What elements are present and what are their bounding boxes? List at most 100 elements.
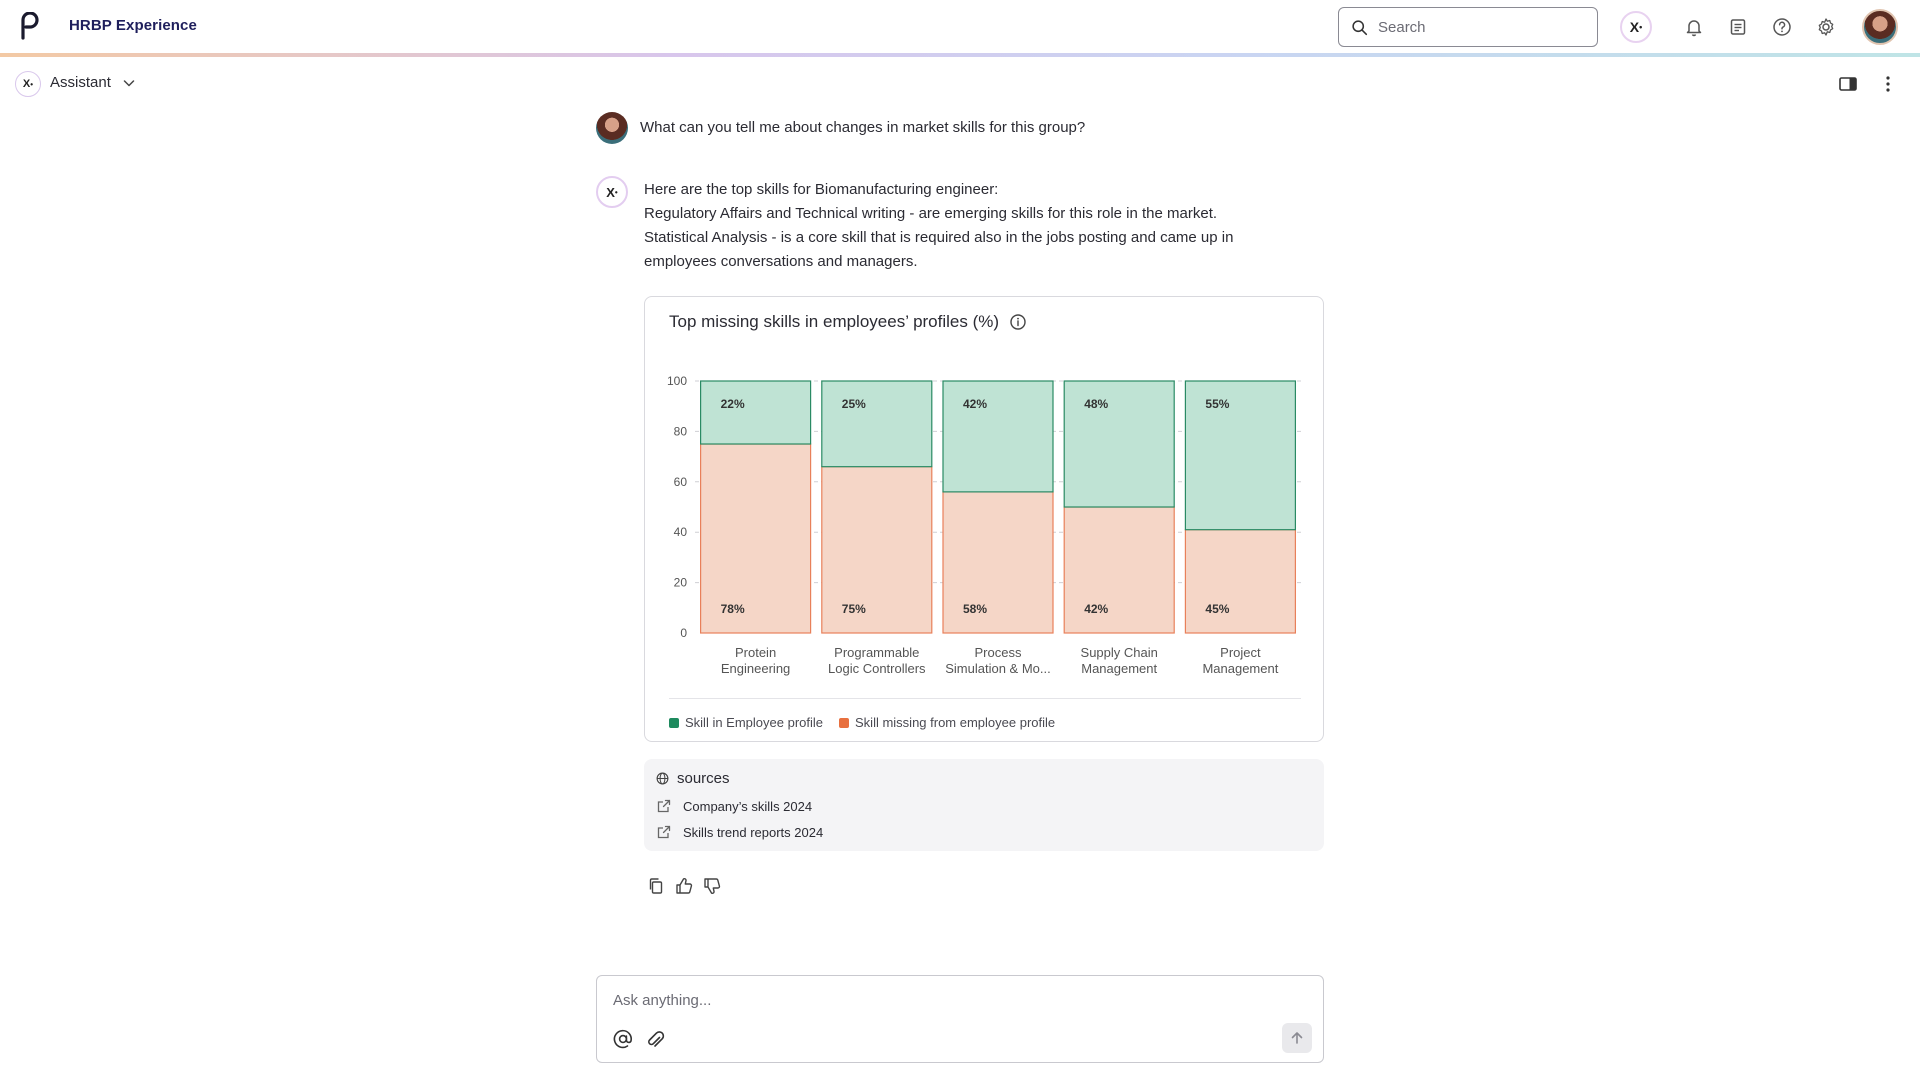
chart-legend: Skill in Employee profile Skill missing … [669, 715, 1071, 730]
bar-segment-missing [1063, 506, 1175, 634]
y-tick-label: 100 [667, 374, 687, 388]
info-icon[interactable] [1009, 313, 1027, 331]
user-message-avatar [596, 112, 628, 144]
x-tick-label: Logic Controllers [828, 661, 926, 676]
data-label: 25% [842, 397, 866, 411]
x-tick-label: Protein [735, 645, 776, 660]
bar-segment-in-profile [942, 380, 1054, 493]
source-link-label[interactable]: Company’s skills 2024 [683, 798, 813, 814]
external-link-icon [657, 799, 671, 813]
side-panel-toggle-icon[interactable] [1838, 74, 1858, 94]
thumbs-down-button[interactable] [702, 876, 722, 896]
user-message: What can you tell me about changes in ma… [640, 119, 1086, 136]
data-label: 22% [721, 397, 745, 411]
x-tick-label: Management [1081, 661, 1157, 676]
y-tick-label: 0 [680, 626, 687, 640]
chart-card: Top missing skills in employees’ profile… [644, 296, 1324, 742]
document-icon [1730, 19, 1746, 35]
bar-segment-missing [942, 491, 1054, 634]
bar-segment-missing [1184, 529, 1297, 634]
source-link[interactable]: Company’s skills 2024 [656, 798, 812, 814]
assistant-message-line: Statistical Analysis - is a core skill t… [644, 229, 1234, 270]
send-button[interactable] [1282, 1023, 1312, 1053]
thumbs-down-icon [704, 878, 721, 894]
gear-icon [1818, 18, 1834, 36]
legend-label: Skill missing from employee profile [855, 715, 1056, 730]
legend-divider [669, 698, 1301, 699]
bar-segment-in-profile [821, 380, 933, 468]
help-button[interactable] [1768, 13, 1796, 41]
y-tick-label: 60 [674, 475, 688, 489]
data-label: 55% [1205, 397, 1229, 411]
copy-icon [649, 878, 663, 894]
bar-segment-in-profile [1063, 380, 1175, 508]
settings-button[interactable] [1812, 13, 1840, 41]
search-icon [1352, 19, 1368, 35]
data-label: 75% [842, 602, 866, 616]
legend-item-in-profile: Skill in Employee profile [669, 715, 823, 730]
sources-panel: sources Company’s skills 2024 Skills tre… [644, 759, 1324, 851]
data-label: 45% [1205, 602, 1229, 616]
assistant-selector-label[interactable]: Assistant [50, 74, 111, 91]
x-tick-label: Project [1220, 645, 1261, 660]
documents-button[interactable] [1724, 13, 1752, 41]
message-actions [646, 876, 730, 896]
paperclip-icon[interactable] [645, 1028, 665, 1050]
y-tick-label: 20 [674, 576, 688, 590]
y-tick-label: 40 [674, 525, 688, 539]
x-tick-label: Process [975, 645, 1022, 660]
thumbs-up-button[interactable] [674, 876, 694, 896]
x-tick-label: Supply Chain [1081, 645, 1158, 660]
message-composer [596, 975, 1324, 1063]
y-tick-label: 80 [674, 424, 688, 438]
sources-header: sources [656, 770, 730, 787]
chevron-down-icon[interactable] [122, 76, 136, 90]
source-link[interactable]: Skills trend reports 2024 [656, 824, 823, 840]
header-accent-divider [0, 53, 1920, 57]
x-tick-label: Management [1202, 661, 1278, 676]
user-avatar[interactable] [1862, 9, 1898, 45]
bar-segment-missing [699, 443, 812, 634]
legend-swatch [839, 717, 850, 728]
legend-item-missing: Skill missing from employee profile [839, 715, 1055, 730]
copy-button[interactable] [646, 876, 666, 896]
external-link-icon [657, 825, 671, 839]
x-tick-label: Programmable [834, 645, 919, 660]
notifications-button[interactable] [1680, 13, 1708, 41]
search-box[interactable] [1338, 7, 1598, 47]
data-label: 48% [1084, 397, 1108, 411]
arrow-up-icon [1291, 1032, 1303, 1044]
legend-label: Skill in Employee profile [685, 715, 824, 730]
chart-title: Top missing skills in employees’ profile… [669, 312, 1000, 331]
bar-segment-in-profile [699, 380, 812, 445]
message-input[interactable] [613, 992, 1293, 1016]
chart-title-row: Top missing skills in employees’ profile… [669, 312, 1027, 332]
search-input[interactable] [1378, 18, 1578, 36]
app-logo-icon[interactable] [18, 12, 40, 40]
assistant-launch-button[interactable]: X • [1620, 11, 1652, 43]
data-label: 78% [721, 602, 745, 616]
mention-icon[interactable] [612, 1028, 634, 1050]
help-icon [1773, 18, 1791, 36]
bar-segment-missing [821, 466, 933, 634]
assistant-message-line: Regulatory Affairs and Technical writing… [644, 205, 1218, 222]
thumbs-up-icon [676, 878, 693, 894]
bell-icon [1686, 20, 1702, 37]
data-label: 42% [1084, 602, 1108, 616]
legend-swatch [669, 717, 679, 728]
globe-icon [656, 772, 669, 785]
data-label: 42% [963, 397, 987, 411]
sources-title: sources [677, 770, 730, 787]
more-options-icon[interactable] [1878, 74, 1898, 94]
assistant-message-line: Here are the top skills for Biomanufactu… [644, 181, 999, 198]
bar-segment-in-profile [1184, 380, 1297, 531]
assistant-bar: X • Assistant [0, 62, 1920, 104]
source-link-label[interactable]: Skills trend reports 2024 [683, 824, 824, 840]
assistant-logo-icon: X • [15, 71, 41, 97]
x-tick-label: Simulation & Mo... [945, 661, 1051, 676]
assistant-message: Here are the top skills for Biomanufactu… [644, 178, 1304, 274]
x-tick-label: Engineering [721, 661, 790, 676]
app-title[interactable]: HRBP Experience [69, 17, 197, 34]
data-label: 58% [963, 602, 987, 616]
